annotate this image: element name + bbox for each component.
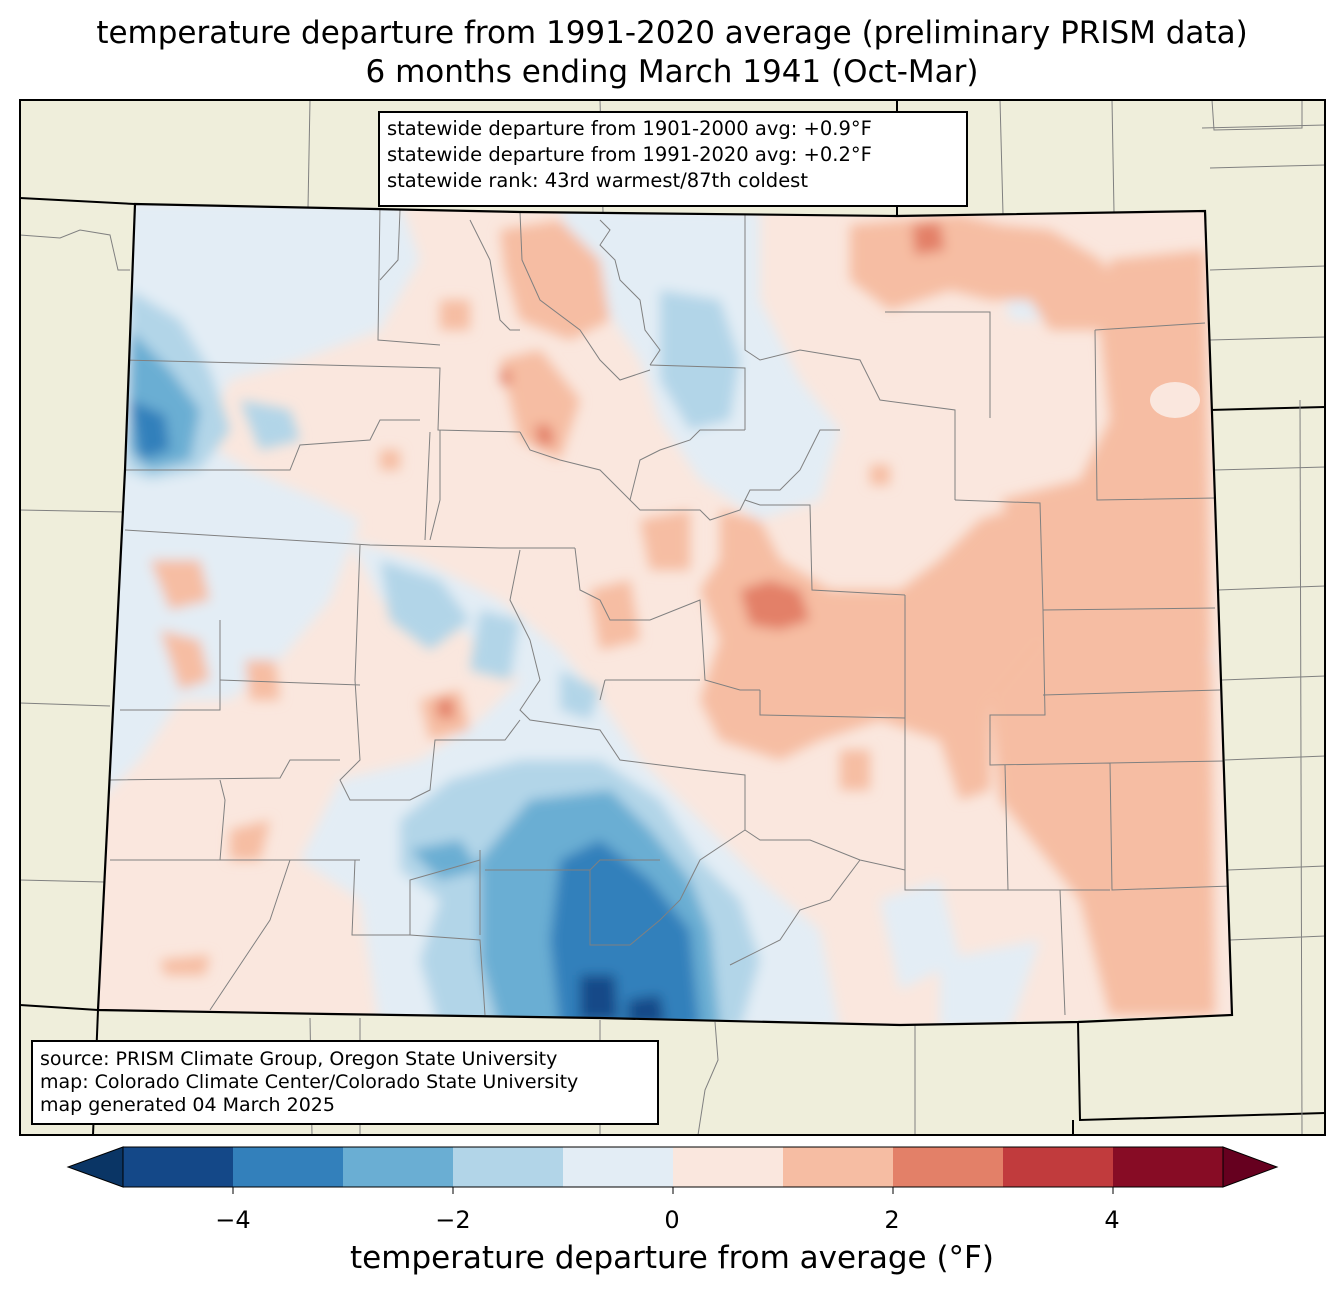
map-frame	[19, 99, 1326, 1136]
map-title-line1: temperature departure from 1991-2020 ave…	[96, 15, 1248, 51]
stats-line-rank: statewide rank: 43rd warmest/87th coldes…	[387, 169, 808, 192]
colorbar-bin	[233, 1147, 343, 1187]
colorbar-bin	[783, 1147, 893, 1187]
colorado-border	[96, 202, 1234, 1027]
colorbar-bin	[1113, 1147, 1223, 1187]
colorbar-tick-label: −4	[215, 1206, 251, 1234]
colorbar-bin	[563, 1147, 673, 1187]
colorbar-tick-label: 4	[1104, 1206, 1120, 1234]
colorbar-bin	[123, 1147, 233, 1187]
colorbar-over-extension	[1222, 1146, 1279, 1188]
statewide-stats-box: statewide departure from 1901-2000 avg: …	[378, 111, 968, 207]
colorbar-bin	[343, 1147, 453, 1187]
colorbar-label: temperature departure from average (°F)	[350, 1240, 994, 1276]
colorbar-tick-label: 0	[664, 1206, 680, 1234]
source-line-map: map: Colorado Climate Center/Colorado St…	[40, 1071, 579, 1093]
source-line-generated: map generated 04 March 2025	[40, 1094, 335, 1116]
map-title-line2: 6 months ending March 1941 (Oct-Mar)	[365, 54, 979, 90]
source-box: source: PRISM Climate Group, Oregon Stat…	[31, 1040, 659, 1125]
colorbar-tick-label: −2	[435, 1206, 471, 1234]
colorbar-bin	[673, 1147, 783, 1187]
colorbar-bin	[1003, 1147, 1113, 1187]
colorbar-tick-label: 2	[884, 1206, 900, 1234]
source-line-data: source: PRISM Climate Group, Oregon Stat…	[40, 1048, 558, 1070]
colorbar-under-extension	[66, 1146, 124, 1188]
stats-line-1901-2000: statewide departure from 1901-2000 avg: …	[387, 117, 872, 140]
colorbar	[66, 1146, 1279, 1194]
colorbar-bin	[893, 1147, 1003, 1187]
stats-line-1991-2020: statewide departure from 1991-2020 avg: …	[387, 143, 872, 166]
temperature-field	[98, 204, 1232, 1025]
colorbar-bin	[453, 1147, 563, 1187]
county-boundaries	[109, 204, 1231, 1016]
